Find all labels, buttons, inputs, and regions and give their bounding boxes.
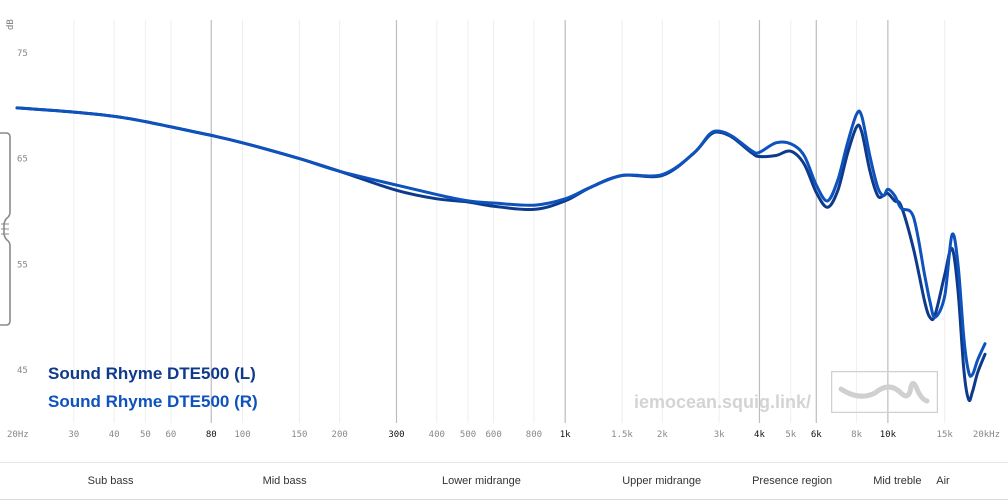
x-tick-label: 20kHz bbox=[973, 430, 1000, 440]
band-label: Upper midrange bbox=[622, 475, 702, 487]
legend: Sound Rhyme DTE500 (L) Sound Rhyme DTE50… bbox=[48, 360, 258, 416]
y-tick-label: 65 bbox=[17, 155, 28, 165]
x-tick-label: 1k bbox=[560, 430, 571, 440]
x-tick-label: 5k bbox=[785, 430, 796, 440]
y-tick-label: 75 bbox=[17, 49, 28, 59]
curve-left[interactable] bbox=[15, 106, 987, 403]
band-label: Mid treble bbox=[873, 475, 922, 487]
x-tick-label: 8k bbox=[851, 430, 862, 440]
x-tick-label: 15k bbox=[937, 430, 954, 440]
y-axis-label: dB bbox=[6, 19, 16, 30]
x-tick-label: 2k bbox=[657, 430, 668, 440]
y-tick-label: 55 bbox=[17, 260, 28, 270]
x-tick-label: 1.5k bbox=[611, 430, 633, 440]
frequency-response-chart: 45 55 65 75 dB 20Hz 30 40 50 60 80 100 150 200 300 40… bbox=[6, 19, 1000, 440]
x-tick-label: 100 bbox=[234, 430, 250, 440]
x-tick-label: 3k bbox=[714, 430, 725, 440]
legend-item-left[interactable]: Sound Rhyme DTE500 (L) bbox=[48, 364, 256, 383]
band-label: Air bbox=[936, 475, 950, 487]
band-label: Presence region bbox=[752, 475, 833, 487]
band-label: Sub bass bbox=[87, 475, 134, 487]
band-label: Mid bass bbox=[262, 475, 307, 487]
x-tick-label: 10k bbox=[880, 430, 897, 440]
x-tick-label: 30 bbox=[68, 430, 79, 440]
x-tick-label: 40 bbox=[109, 430, 120, 440]
grid bbox=[73, 20, 946, 423]
x-tick-label: 4k bbox=[754, 430, 765, 440]
squig-logo-icon bbox=[830, 370, 939, 414]
x-tick-label: 500 bbox=[460, 430, 476, 440]
watermark: iemocean.squig.link/ bbox=[634, 392, 812, 412]
x-tick-label: 6k bbox=[811, 430, 822, 440]
legend-item-right[interactable]: Sound Rhyme DTE500 (R) bbox=[48, 392, 258, 411]
x-axis-ticks: 20Hz 30 40 50 60 80 100 150 200 300 400 500 600 800 1k… bbox=[7, 430, 1000, 440]
x-tick-label: 600 bbox=[485, 430, 501, 440]
x-tick-label: 80 bbox=[206, 430, 217, 440]
band-label: Lower midrange bbox=[441, 475, 521, 487]
frequency-band-bar: Sub bass Mid bass Lower midrange Upper midr… bbox=[0, 462, 1008, 500]
curves bbox=[15, 106, 987, 403]
y-axis-ticks: 45 55 65 75 bbox=[17, 49, 28, 376]
x-tick-label: 200 bbox=[332, 430, 348, 440]
x-tick-label: 60 bbox=[166, 430, 177, 440]
x-tick-label: 50 bbox=[140, 430, 151, 440]
x-tick-label: 800 bbox=[526, 430, 542, 440]
x-tick-label: 400 bbox=[429, 430, 445, 440]
y-tick-label: 45 bbox=[17, 366, 28, 376]
x-tick-label: 150 bbox=[291, 430, 307, 440]
x-tick-label: 300 bbox=[388, 430, 404, 440]
drag-handle-icon[interactable] bbox=[0, 132, 12, 326]
curve-right[interactable] bbox=[15, 106, 987, 378]
x-tick-label: 20Hz bbox=[7, 430, 29, 440]
